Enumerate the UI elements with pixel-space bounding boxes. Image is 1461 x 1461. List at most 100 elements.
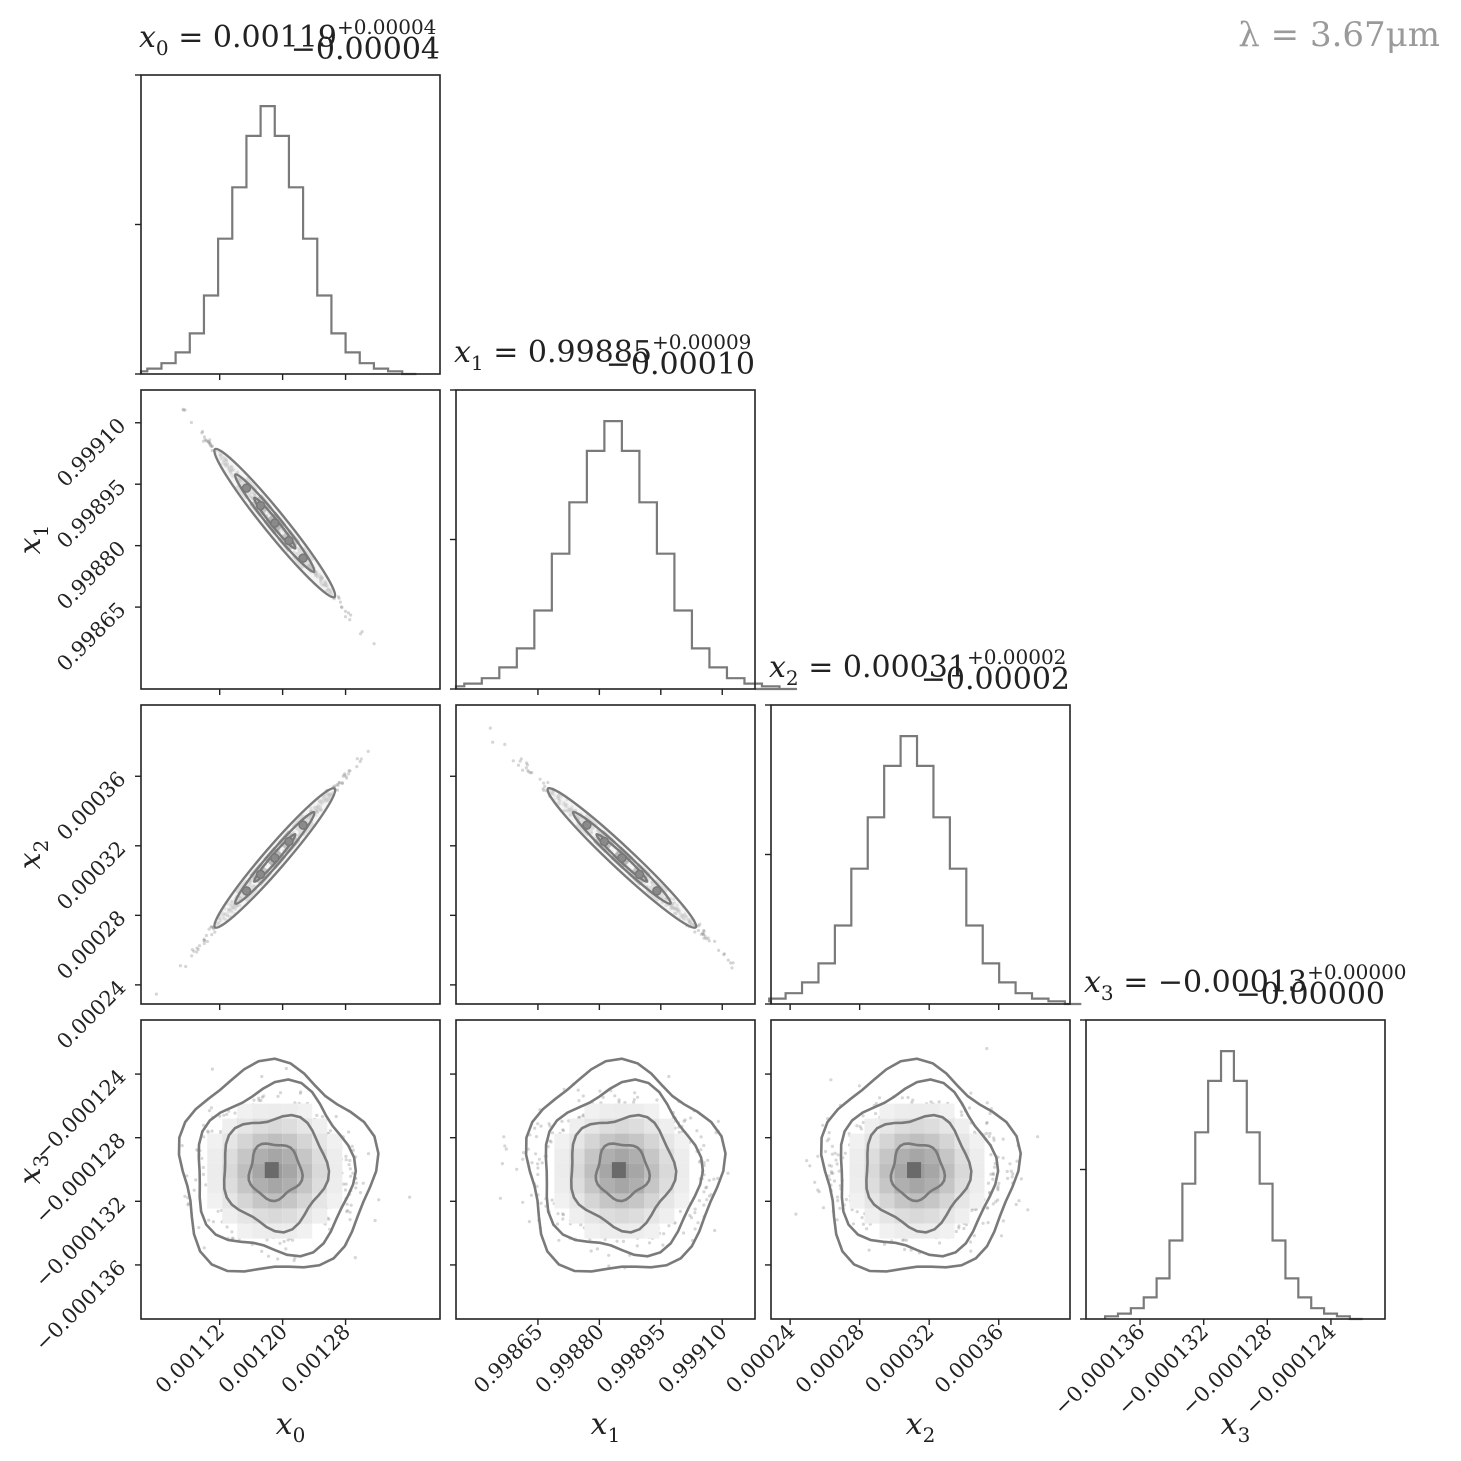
density-peak bbox=[617, 853, 627, 863]
density-cell bbox=[614, 1178, 630, 1194]
scatter-point bbox=[515, 1167, 519, 1171]
scatter-point bbox=[901, 1238, 905, 1242]
panel-frame bbox=[455, 1019, 756, 1320]
scatter-point bbox=[996, 1188, 1000, 1192]
scatter-point bbox=[527, 1220, 532, 1224]
scatter-point bbox=[293, 1256, 297, 1260]
scatter-point bbox=[985, 1046, 989, 1051]
panel-frame bbox=[770, 704, 1071, 1005]
x-tick-label-x0: 0.00112 bbox=[151, 1320, 229, 1398]
x-tick-label-x2: 0.00032 bbox=[860, 1320, 938, 1398]
density-cell bbox=[864, 1118, 880, 1134]
density-cell bbox=[297, 1148, 313, 1164]
scatter-point bbox=[206, 1130, 210, 1134]
y-axis-label-x2: x2 bbox=[13, 840, 53, 870]
scatter-point bbox=[1005, 1169, 1009, 1174]
contour-line bbox=[594, 1142, 652, 1203]
scatter-point bbox=[210, 933, 214, 937]
scatter-point bbox=[986, 1221, 990, 1225]
scatter-point bbox=[536, 1122, 540, 1126]
scatter-point bbox=[855, 1210, 859, 1214]
scatter-point bbox=[794, 1212, 798, 1216]
scatter-point bbox=[969, 1240, 973, 1244]
scatter-point bbox=[500, 1162, 504, 1166]
scatter-point bbox=[213, 930, 217, 934]
scatter-point bbox=[972, 1234, 976, 1238]
density-cell bbox=[584, 1223, 600, 1239]
density-panel-x0-x2 bbox=[135, 704, 441, 1010]
scatter-point bbox=[682, 1119, 686, 1123]
histogram-panel-x0 bbox=[135, 74, 441, 380]
scatter-point bbox=[361, 1181, 365, 1185]
scatter-point bbox=[964, 1223, 968, 1227]
density-cell bbox=[312, 1208, 328, 1224]
scatter-point bbox=[327, 1217, 331, 1221]
density-cell bbox=[207, 1178, 223, 1194]
scatter-point bbox=[633, 1091, 637, 1095]
scatter-point bbox=[202, 938, 206, 943]
scatter-point bbox=[661, 1243, 665, 1247]
scatter-point bbox=[360, 630, 364, 634]
density-cell bbox=[252, 1103, 268, 1119]
scatter-point bbox=[354, 1186, 358, 1190]
scatter-point bbox=[843, 1151, 847, 1155]
scatter-point bbox=[527, 770, 531, 774]
y-tick-label-x2: 0.00036 bbox=[52, 767, 130, 845]
scatter-point bbox=[577, 1115, 581, 1120]
density-peak bbox=[652, 886, 662, 896]
scatter-point bbox=[548, 1124, 552, 1128]
scatter-point bbox=[349, 1203, 353, 1207]
scatter-point bbox=[204, 933, 208, 938]
density-cell bbox=[879, 1223, 895, 1239]
y-tick-label-x2: 0.00024 bbox=[52, 975, 130, 1053]
contour-line bbox=[233, 810, 316, 906]
scatter-point bbox=[260, 1074, 264, 1079]
density-cell bbox=[644, 1148, 660, 1164]
scatter-point bbox=[349, 1174, 353, 1178]
contour-line bbox=[819, 1057, 1023, 1273]
scatter-point bbox=[1036, 1135, 1040, 1139]
x-tick-label-x0: 0.00120 bbox=[214, 1320, 292, 1398]
scatter-point bbox=[344, 1158, 348, 1162]
density-cell bbox=[554, 1193, 570, 1209]
scatter-point bbox=[613, 1094, 617, 1098]
density-cell bbox=[629, 1193, 645, 1209]
scatter-point bbox=[205, 439, 209, 443]
scatter-point bbox=[202, 937, 206, 941]
scatter-point bbox=[632, 1100, 636, 1104]
scatter-point bbox=[541, 787, 545, 791]
scatter-point bbox=[278, 1091, 283, 1095]
scatter-point bbox=[218, 1114, 222, 1118]
density-cell bbox=[327, 1193, 343, 1209]
scatter-point bbox=[865, 1227, 869, 1231]
density-panel-x0-x3 bbox=[135, 1019, 441, 1325]
density-cell bbox=[237, 1133, 253, 1149]
density-cell bbox=[849, 1148, 865, 1164]
density-cell bbox=[909, 1208, 925, 1224]
scatter-point bbox=[1010, 1175, 1014, 1179]
density-cell bbox=[909, 1178, 925, 1194]
scatter-point bbox=[904, 1238, 909, 1242]
scatter-point bbox=[991, 1171, 995, 1176]
scatter-point bbox=[929, 1100, 933, 1104]
scatter-point bbox=[337, 780, 341, 785]
panel-frame bbox=[1085, 1019, 1386, 1320]
x-axis-label-x2: x2 bbox=[906, 1407, 936, 1447]
scatter-point bbox=[222, 1113, 226, 1117]
scatter-point bbox=[560, 1119, 564, 1123]
scatter-point bbox=[542, 788, 546, 793]
scatter-point bbox=[903, 1247, 907, 1252]
scatter-point bbox=[1015, 1159, 1019, 1163]
contour-line bbox=[889, 1142, 947, 1203]
scatter-point bbox=[537, 1157, 542, 1161]
x-tick-label-x1: 0.99910 bbox=[653, 1320, 731, 1398]
scatter-point bbox=[581, 1094, 585, 1098]
scatter-point bbox=[202, 1123, 206, 1127]
scatter-point bbox=[858, 1125, 862, 1129]
scatter-point bbox=[989, 1153, 993, 1157]
scatter-point bbox=[348, 1210, 352, 1214]
scatter-point bbox=[985, 1206, 989, 1210]
scatter-point bbox=[342, 773, 346, 777]
scatter-point bbox=[996, 1184, 1000, 1188]
density-cell bbox=[954, 1208, 970, 1224]
